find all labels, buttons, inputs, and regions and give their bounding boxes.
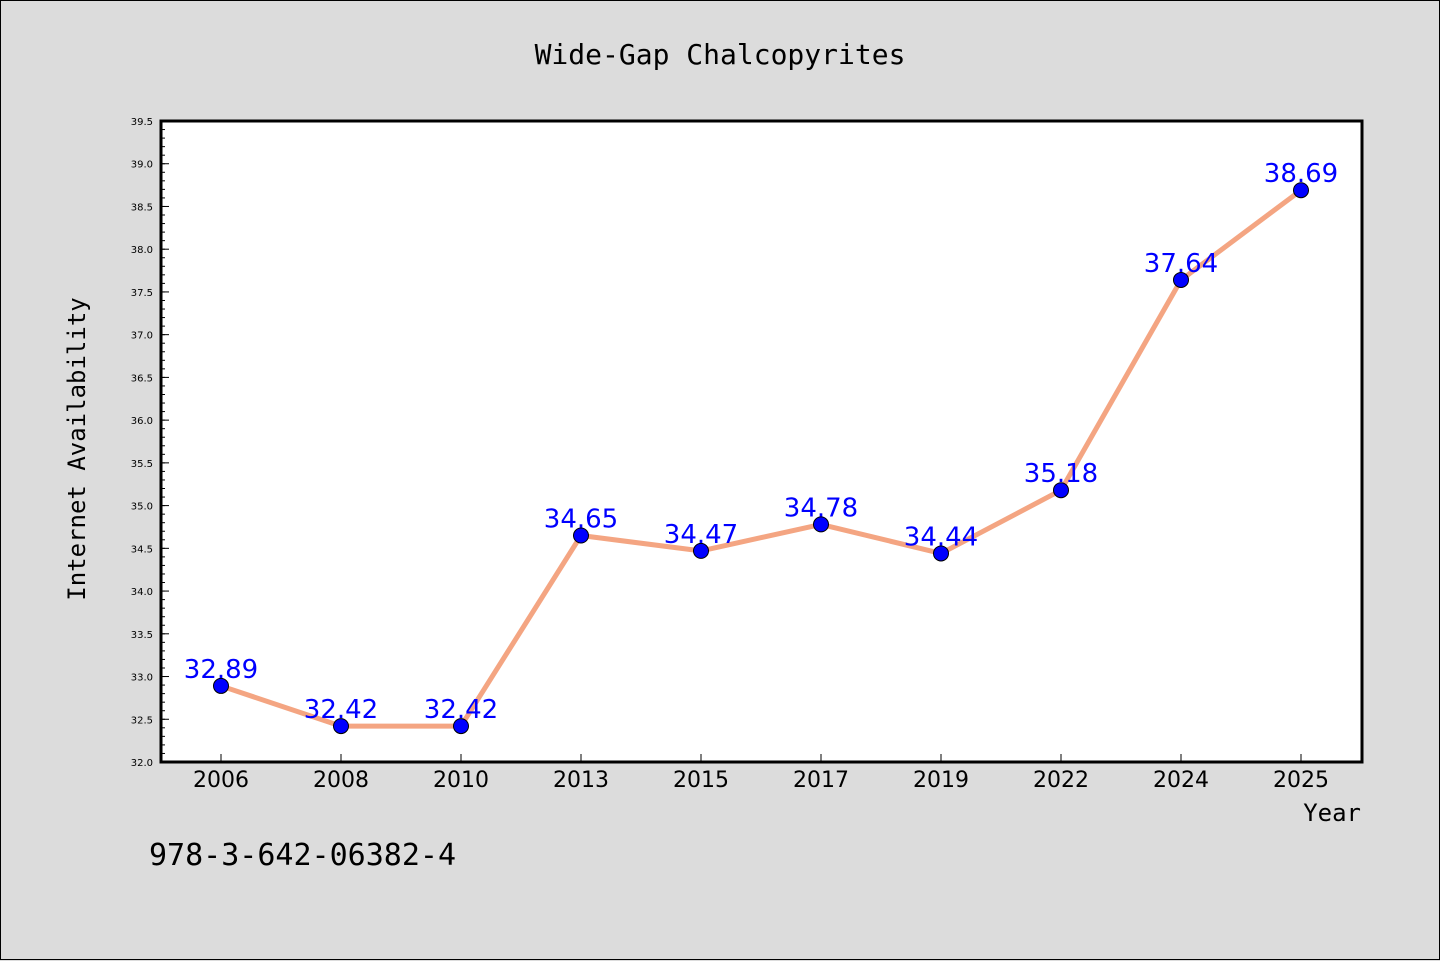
- y-tick-label: 33.0: [131, 673, 153, 684]
- y-axis-label: Internet Availability: [63, 297, 91, 600]
- isbn-annotation: 978-3-642-06382-4: [149, 838, 456, 873]
- y-tick-label: 32.0: [131, 758, 153, 769]
- plot-area: [159, 119, 1364, 764]
- data-point-label: 32.89: [184, 655, 258, 685]
- data-point-marker: [333, 718, 349, 735]
- y-tick-label: 35.0: [131, 502, 153, 513]
- x-tick-label: 2010: [433, 768, 489, 793]
- x-tick-label: 2025: [1273, 768, 1329, 793]
- data-point-label: 34.65: [544, 505, 618, 535]
- data-point-marker: [453, 718, 469, 735]
- data-point-label: 37.64: [1144, 249, 1218, 279]
- data-point-marker: [693, 542, 709, 559]
- data-point-label: 32.42: [304, 695, 378, 725]
- y-tick-label: 37.5: [131, 288, 153, 299]
- x-tick-label: 2006: [193, 768, 249, 793]
- data-point-label: 34.44: [904, 522, 978, 552]
- data-point-marker: [1293, 182, 1309, 199]
- x-tick-label: 2015: [673, 768, 729, 793]
- data-point-marker: [933, 545, 949, 562]
- data-point-marker: [573, 527, 589, 544]
- x-tick-label: 2008: [313, 768, 369, 793]
- y-tick-label: 38.0: [131, 245, 153, 256]
- x-axis: 2006 2008 2010 2013 2015 2017 2019 2022 2024 2025: [193, 754, 1329, 793]
- data-point-label: 35.18: [1024, 459, 1098, 489]
- data-point-label: 32.42: [424, 695, 498, 725]
- y-tick-label: 35.5: [131, 459, 153, 470]
- x-tick-label: 2013: [553, 768, 609, 793]
- data-point-label: 34.78: [784, 493, 858, 523]
- data-point-marker: [813, 516, 829, 533]
- y-tick-label: 37.0: [131, 331, 153, 342]
- data-point-marker: [213, 677, 229, 694]
- y-tick-label: 33.5: [131, 630, 153, 641]
- series-line: [220, 188, 1303, 729]
- y-tick-label: 34.0: [131, 587, 153, 598]
- x-tick-label: 2024: [1153, 768, 1209, 793]
- y-tick-label: 36.5: [131, 373, 153, 384]
- y-tick-label: 34.5: [131, 544, 153, 555]
- chart-title: Wide-Gap Chalcopyrites: [535, 38, 906, 71]
- data-point-label: 34.47: [664, 520, 738, 550]
- y-tick-label: 32.5: [131, 715, 153, 726]
- x-tick-label: 2017: [793, 768, 849, 793]
- x-axis-label: Year: [1303, 799, 1361, 827]
- y-tick-label: 39.0: [131, 160, 153, 171]
- y-tick-label: 36.0: [131, 416, 153, 427]
- x-tick-label: 2019: [913, 768, 969, 793]
- series-line-group: 32.89 32.42 32.42 34.65 34.47 34.78 34.44 35.18…: [184, 159, 1338, 735]
- data-point-label: 38.69: [1264, 159, 1338, 189]
- data-point-marker: [1053, 482, 1069, 499]
- y-tick-label: 38.5: [131, 202, 153, 213]
- x-tick-label: 2022: [1033, 768, 1089, 793]
- data-point-marker: [1173, 271, 1189, 288]
- y-axis: 32.0 32.5 33.0 33.5 34.0 34.5 35.0 35.5 36.0 36.5…: [131, 117, 169, 769]
- y-tick-label: 39.5: [131, 117, 153, 128]
